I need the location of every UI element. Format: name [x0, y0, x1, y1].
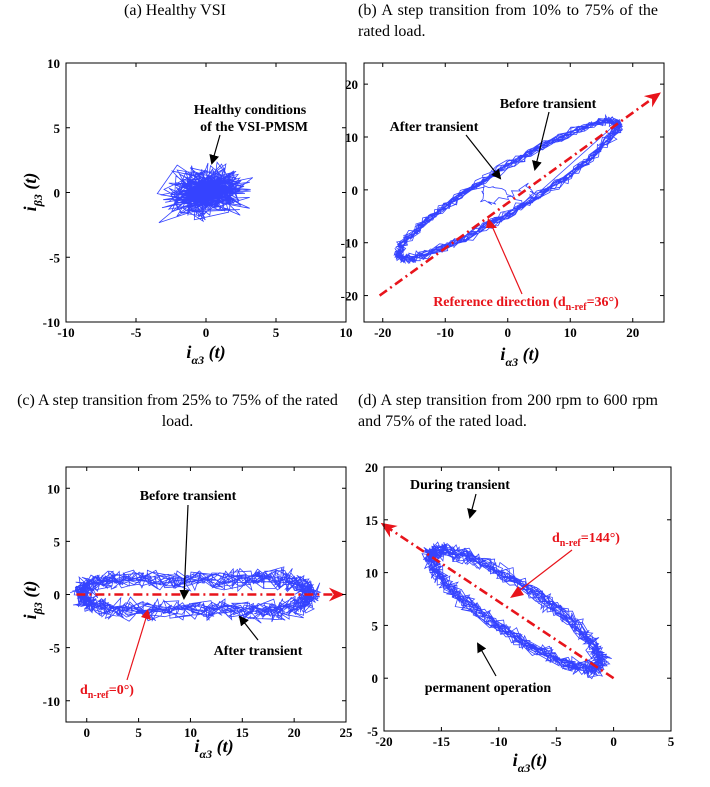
- x-tick-label-c: 25: [340, 725, 354, 740]
- panel-a: [156, 161, 254, 224]
- x-tick-label-c: 5: [135, 725, 142, 740]
- y-tick-label-c: 0: [54, 588, 61, 603]
- annotation-arrowhead-dnref-d: [510, 586, 524, 598]
- x-tick-label-b: 10: [564, 325, 577, 340]
- reference-direction-b: [378, 92, 661, 297]
- x-tick-label-b: 20: [626, 325, 639, 340]
- caption-a: (a) Healthy VSI: [124, 2, 226, 19]
- annotation-arrow-reference-b: [491, 225, 523, 295]
- annotation-after-transient-c: After transient: [214, 644, 303, 659]
- y-tick-label-a: 0: [54, 186, 61, 201]
- annotation-arrow-after-c: [238, 615, 259, 641]
- x-tick-label-c: 15: [236, 725, 250, 740]
- x-tick-label-d: -10: [490, 734, 507, 749]
- y-tick-label-b: 20: [345, 77, 358, 92]
- series-trajectory-c: [70, 566, 322, 624]
- x-tick-label-b: 0: [505, 325, 512, 340]
- y-tick-label-d: 0: [372, 671, 379, 686]
- annotation-arrow-after-b: [465, 134, 502, 180]
- x-tick-label-d: -5: [551, 734, 562, 749]
- y-tick-label-d: 5: [372, 618, 379, 633]
- x-tick-label-a: -10: [57, 325, 74, 340]
- y-tick-label-c: 5: [54, 534, 61, 549]
- caption-c: (c) A step transition from 25% to 75% of…: [17, 392, 338, 430]
- annotation-arrow-dnref-c: [126, 617, 147, 681]
- annotation-arrow-before-b: [532, 111, 550, 171]
- y-tick-label-b: -20: [341, 289, 358, 304]
- x-axis-label-b: iα3 (t): [500, 344, 539, 369]
- y-tick-label-d: 20: [365, 460, 378, 475]
- x-tick-label-c: 20: [288, 725, 301, 740]
- y-tick-label-b: 0: [352, 183, 359, 198]
- x-tick-label-a: 5: [273, 325, 280, 340]
- x-tick-label-a: -5: [131, 325, 142, 340]
- axes-d: -20 -15 -10 -5 0 5 -5 0 5 10 15 20 iα3(t): [365, 460, 675, 775]
- series-trajectory-a: [156, 161, 254, 224]
- x-tick-label-d: 5: [668, 734, 675, 749]
- y-tick-label-d: -5: [367, 724, 378, 739]
- plot-frame-d: [383, 466, 672, 732]
- x-axis-label-d: iα3(t): [513, 750, 548, 775]
- x-tick-label-b: -20: [374, 325, 391, 340]
- y-tick-label-d: 10: [365, 566, 378, 581]
- panel-d: [380, 522, 615, 680]
- axes-b: -20 -10 0 10 20 -20 -10 0 10 20 iα3 (t): [341, 62, 665, 369]
- y-tick-label-b: 10: [345, 130, 358, 145]
- x-tick-label-c: 0: [83, 725, 90, 740]
- annotation-healthy-line2: of the VSI-PMSM: [200, 120, 308, 135]
- y-tick-label-a: -5: [49, 250, 60, 265]
- axes-a: -10 -5 0 5 10 -10 -5 0 5 10 iα3 (t) iβ3 (t): [20, 56, 353, 367]
- y-axis-label-c: iβ3 (t): [20, 581, 45, 620]
- y-tick-label-a: 5: [54, 121, 61, 136]
- annotation-arrow-before-c: [179, 504, 190, 600]
- y-tick-label-a: -10: [43, 315, 60, 330]
- x-tick-label-a: 0: [203, 325, 210, 340]
- y-tick-label-d: 15: [365, 513, 379, 528]
- reference-direction-d: [380, 522, 615, 680]
- y-axis-label-a: iβ3 (t): [20, 173, 45, 212]
- y-tick-label-a: 10: [47, 56, 60, 71]
- annotation-arrow-healthy: [209, 134, 221, 165]
- annotation-dnref-c: dn-ref=0°): [80, 683, 134, 701]
- annotation-arrow-during-d: [467, 493, 477, 519]
- y-tick-label-b: -10: [341, 236, 358, 251]
- panel-b: [378, 92, 661, 297]
- annotation-arrowhead-dnref-c: [141, 609, 151, 620]
- x-axis-label-c: iα3 (t): [194, 736, 233, 761]
- annotation-during-transient-d: During transient: [410, 478, 510, 493]
- x-tick-label-b: -10: [437, 325, 454, 340]
- x-tick-label-d: -20: [375, 734, 392, 749]
- annotation-reference-direction-b: Reference direction (dn-ref=36°): [433, 295, 619, 313]
- y-tick-label-c: 10: [47, 481, 60, 496]
- annotation-dnref-d: dn-ref=144°): [552, 531, 620, 549]
- x-tick-label-a: 10: [340, 325, 353, 340]
- x-axis-label-a: iα3 (t): [186, 342, 225, 367]
- y-tick-label-c: -10: [43, 694, 60, 709]
- y-tick-label-c: -5: [49, 641, 60, 656]
- plot-frame-b: [363, 62, 665, 323]
- x-tick-label-c: 10: [184, 725, 197, 740]
- annotation-permanent-operation-d: permanent operation: [425, 681, 552, 696]
- annotation-arrowhead-reference-b: [486, 218, 497, 228]
- x-tick-label-d: 0: [610, 734, 617, 749]
- annotation-after-transient-b: After transient: [390, 120, 479, 135]
- series-trajectory-b: [393, 113, 624, 265]
- caption-d: (d) A step transition from 200 rpm to 60…: [358, 392, 658, 430]
- annotation-arrow-dnref-d: [519, 549, 573, 591]
- series-trajectory-d: [421, 541, 612, 680]
- panel-c: [70, 566, 345, 624]
- caption-b: (b) A step transition from 10% to 75% of…: [358, 2, 658, 40]
- annotation-arrow-permanent-d: [477, 642, 497, 677]
- annotation-healthy-line1: Healthy conditions: [194, 103, 307, 118]
- annotation-before-transient-c: Before transient: [140, 489, 237, 504]
- x-tick-label-d: -15: [433, 734, 451, 749]
- annotation-before-transient-b: Before transient: [500, 97, 597, 112]
